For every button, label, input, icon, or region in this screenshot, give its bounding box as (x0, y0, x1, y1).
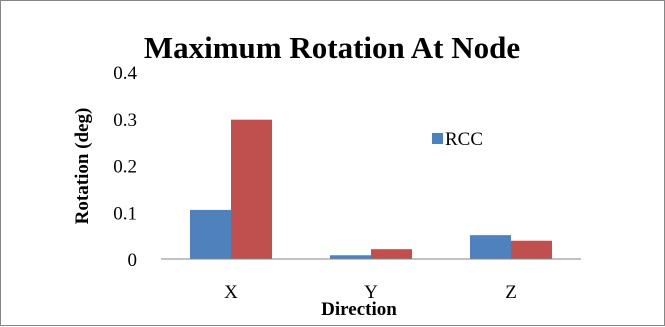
bar-y-series-2 (371, 249, 412, 259)
x-tick-label: Y (364, 282, 378, 303)
x-axis-title: Direction (321, 299, 397, 320)
bar-x-series-2 (231, 119, 272, 259)
bar-y-series-1 (330, 255, 371, 259)
y-axis-title: Rotation (deg) (72, 108, 93, 225)
legend-label-rcc: RCC (445, 129, 483, 150)
chart-title: Maximum Rotation At Node (144, 30, 520, 65)
y-tick-label: 0.2 (113, 157, 137, 178)
bar-x-series-1 (190, 209, 231, 259)
bar-z-series-2 (511, 240, 552, 259)
y-tick-label: 0.4 (113, 63, 137, 84)
y-axis-ticks: 0 0.1 0.2 0.3 0.4 (113, 63, 137, 271)
x-tick-label: Z (505, 282, 517, 303)
legend: RCC (432, 129, 483, 150)
legend-swatch-rcc (432, 133, 443, 144)
y-tick-label: 0 (128, 250, 138, 271)
bar-z-series-1 (470, 235, 511, 259)
y-tick-label: 0.1 (113, 203, 137, 224)
x-axis-ticks: X Y Z (224, 282, 517, 303)
bars (190, 119, 552, 259)
y-tick-label: 0.3 (113, 110, 137, 131)
x-tick-label: X (224, 282, 238, 303)
